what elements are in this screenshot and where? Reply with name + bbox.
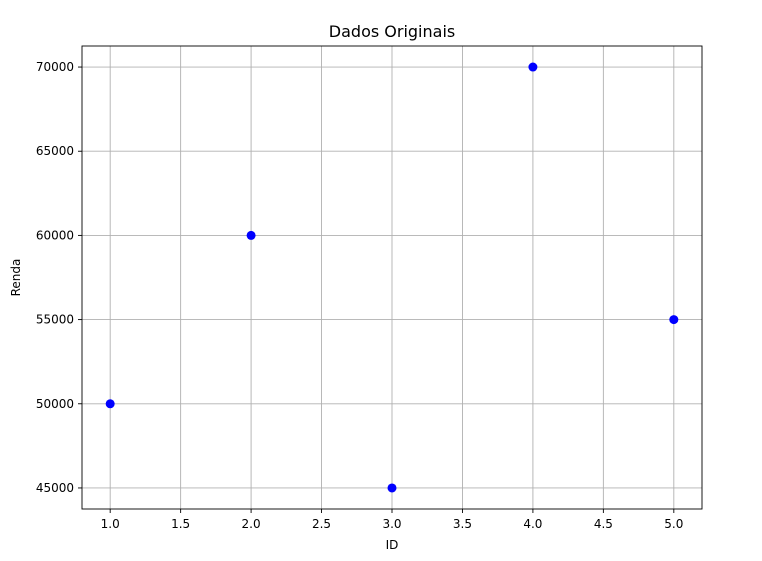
x-tick-label: 4.0 [523,517,542,531]
y-tick-label: 50000 [36,397,74,411]
y-tick-label: 55000 [36,313,74,327]
grid-lines [82,46,702,509]
y-axis-ticks: 45000 50000 55000 60000 65000 70000 [36,60,82,495]
y-tick-label: 65000 [36,144,74,158]
x-tick-label: 1.0 [101,517,120,531]
y-tick-label: 45000 [36,481,74,495]
data-point [528,62,538,72]
x-tick-label: 5.0 [664,517,683,531]
x-axis-label: ID [386,538,399,552]
y-tick-label: 70000 [36,60,74,74]
y-axis-label: Renda [9,259,23,297]
data-point [387,483,397,493]
x-tick-label: 2.5 [312,517,331,531]
x-axis-ticks: 1.0 1.5 2.0 2.5 3.0 3.5 4.0 4.5 5.0 [101,509,683,531]
data-points [105,62,679,493]
data-point [105,399,115,409]
x-tick-label: 3.5 [453,517,472,531]
x-tick-label: 2.0 [242,517,261,531]
data-point [246,230,256,240]
y-tick-label: 60000 [36,228,74,242]
chart-title: Dados Originais [329,22,455,41]
data-point [669,315,679,325]
x-tick-label: 1.5 [171,517,190,531]
x-tick-label: 4.5 [594,517,613,531]
x-tick-label: 3.0 [382,517,401,531]
